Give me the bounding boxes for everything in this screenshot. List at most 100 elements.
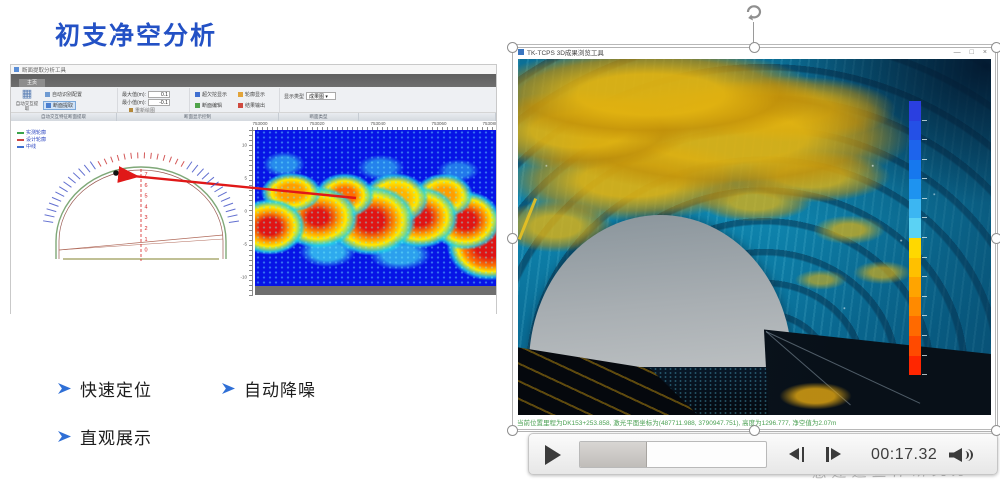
color-scale-tick — [922, 256, 927, 258]
diagram-legend: 实测轮廓 设计轮廓 中线 — [17, 129, 46, 150]
resize-handle-bottom-left[interactable] — [506, 424, 518, 436]
color-scale-segment — [909, 159, 927, 180]
color-scale-tick — [922, 197, 927, 199]
grid-icon: ▦ — [21, 88, 33, 100]
max-value-input: 0.1 — [147, 90, 170, 98]
analysis-tool-screenshot[interactable]: 断面提取分析工具 主页 ▦ 自动交互提取 自动识别配置 断面提取 最大值(m):… — [10, 64, 497, 315]
tool-titlebar: 断面提取分析工具 — [11, 65, 496, 74]
tab-home: 主页 — [19, 79, 45, 87]
minimize-button[interactable]: — — [953, 48, 961, 56]
color-scale-tick — [922, 158, 927, 160]
rotate-handle-icon[interactable] — [741, 1, 765, 27]
color-scale-segment — [909, 120, 927, 141]
resize-handle-top-right[interactable] — [990, 41, 1000, 53]
pencil-icon — [129, 108, 133, 112]
color-scale-tick — [922, 334, 927, 336]
color-scale-tick — [922, 354, 927, 356]
step-back-button[interactable] — [787, 447, 805, 462]
toolbar: ▦ 自动交互提取 自动识别配置 断面提取 最大值(m): 0.1 最小值(m):… — [11, 87, 496, 114]
arrow-bullet-icon — [58, 383, 71, 394]
speaker-wave-icon — [967, 449, 973, 461]
display-type-dropdown: 成果图 ▾ — [306, 92, 337, 100]
svg-text:2: 2 — [145, 226, 148, 232]
outline-icon — [238, 92, 243, 97]
color-scale-segment — [909, 257, 927, 278]
min-value-input: -0.1 — [147, 98, 170, 106]
color-scale-tick — [922, 119, 927, 121]
video-object[interactable]: TK-TCPS 3D成果浏览工具 — □ × 当前位置里程为DK153+253.… — [512, 44, 996, 430]
svg-text:4: 4 — [145, 204, 148, 210]
app-icon — [14, 67, 19, 72]
resize-handle-mid-right[interactable] — [990, 232, 1000, 244]
export-icon — [238, 103, 243, 108]
section-extract-button: 断面提取 — [43, 101, 77, 110]
color-scale-tick — [922, 178, 927, 180]
heatmap-y-axis: 10 5 0 -5 -10 — [239, 130, 253, 296]
frame-back-icon-bar — [801, 447, 804, 462]
resize-handle-bottom-right[interactable] — [990, 424, 1000, 436]
color-scale-segment — [909, 179, 927, 199]
measured-outline — [58, 169, 224, 259]
progress-bar[interactable] — [579, 441, 767, 468]
display-type-row: 显示类型 成果图 ▾ — [284, 92, 337, 100]
max-value-row: 最大值(m): 0.1 — [122, 90, 170, 98]
close-button[interactable]: × — [982, 48, 987, 56]
svg-text:1: 1 — [145, 237, 148, 243]
color-scale-segment — [909, 355, 927, 376]
ribbon-bar: 主页 — [11, 74, 496, 87]
rotate-handle-connector — [753, 22, 754, 47]
color-scale-segment — [909, 277, 927, 297]
design-outline — [55, 166, 227, 259]
auto-extract-button: ▦ 自动交互提取 — [15, 88, 39, 111]
resize-handle-bottom-center[interactable] — [748, 424, 760, 436]
tunnel-pointcloud-view[interactable] — [518, 59, 991, 415]
svg-text:0: 0 — [145, 248, 148, 254]
legend-swatch — [17, 145, 24, 148]
resize-handle-top-center[interactable] — [748, 41, 760, 53]
color-scale-tick — [922, 217, 927, 219]
volume-button[interactable] — [949, 447, 975, 463]
redraw-link: 重新绘图 — [129, 106, 155, 114]
bullet-visual-display: 直观展示 — [58, 424, 152, 449]
app-icon — [518, 49, 524, 55]
color-scale-bar — [909, 101, 927, 376]
toolbar-separator — [117, 88, 118, 112]
color-scale-tick — [922, 139, 927, 141]
frame-back-icon — [789, 448, 799, 460]
min-value-row: 最小值(m): -0.1 — [122, 98, 170, 106]
color-scale-tick — [922, 276, 927, 278]
maximize-button[interactable]: □ — [969, 48, 974, 56]
floor-gold-patch — [768, 377, 863, 415]
video-statusbar: 当前位置里程为DK153+253.858, 激光平面坐标为(487711.988… — [513, 415, 995, 429]
ribbon-group-labels: 自动交互特征断面提取 断面显示控制 断面类型 — [11, 113, 496, 121]
color-scale-segment — [909, 335, 927, 356]
selected-point-marker — [113, 170, 119, 176]
svg-text:6: 6 — [145, 183, 148, 189]
color-scale-tick — [922, 315, 927, 317]
color-scale-segment — [909, 198, 927, 219]
color-scale-segment — [909, 140, 927, 160]
step-forward-button[interactable] — [825, 447, 843, 462]
edit-icon — [195, 103, 200, 108]
color-scale-segment — [909, 316, 927, 336]
color-scale-segment — [909, 101, 927, 121]
clearance-heatmap — [255, 130, 496, 286]
opt-button-4: 结果输出 — [236, 101, 267, 110]
auto-config-button: 自动识别配置 — [43, 90, 84, 99]
svg-text:3: 3 — [145, 215, 148, 221]
page-title: 初支净空分析 — [55, 22, 218, 50]
color-scale-segment — [909, 238, 927, 258]
resize-handle-mid-left[interactable] — [506, 232, 518, 244]
arrow-bullet-icon — [222, 383, 235, 394]
opt-button-3: 轮廓显示 — [236, 90, 267, 99]
chord-line — [58, 234, 224, 251]
color-scale-tick — [922, 374, 927, 376]
color-scale-tick — [922, 237, 927, 239]
opt-button-2: 断面编辑 — [193, 101, 224, 110]
frame-forward-icon — [831, 448, 841, 460]
tool-window-title: 断面提取分析工具 — [22, 67, 67, 74]
resize-handle-top-left[interactable] — [506, 41, 518, 53]
overbreak-icon — [195, 92, 200, 97]
play-button[interactable] — [545, 445, 561, 465]
